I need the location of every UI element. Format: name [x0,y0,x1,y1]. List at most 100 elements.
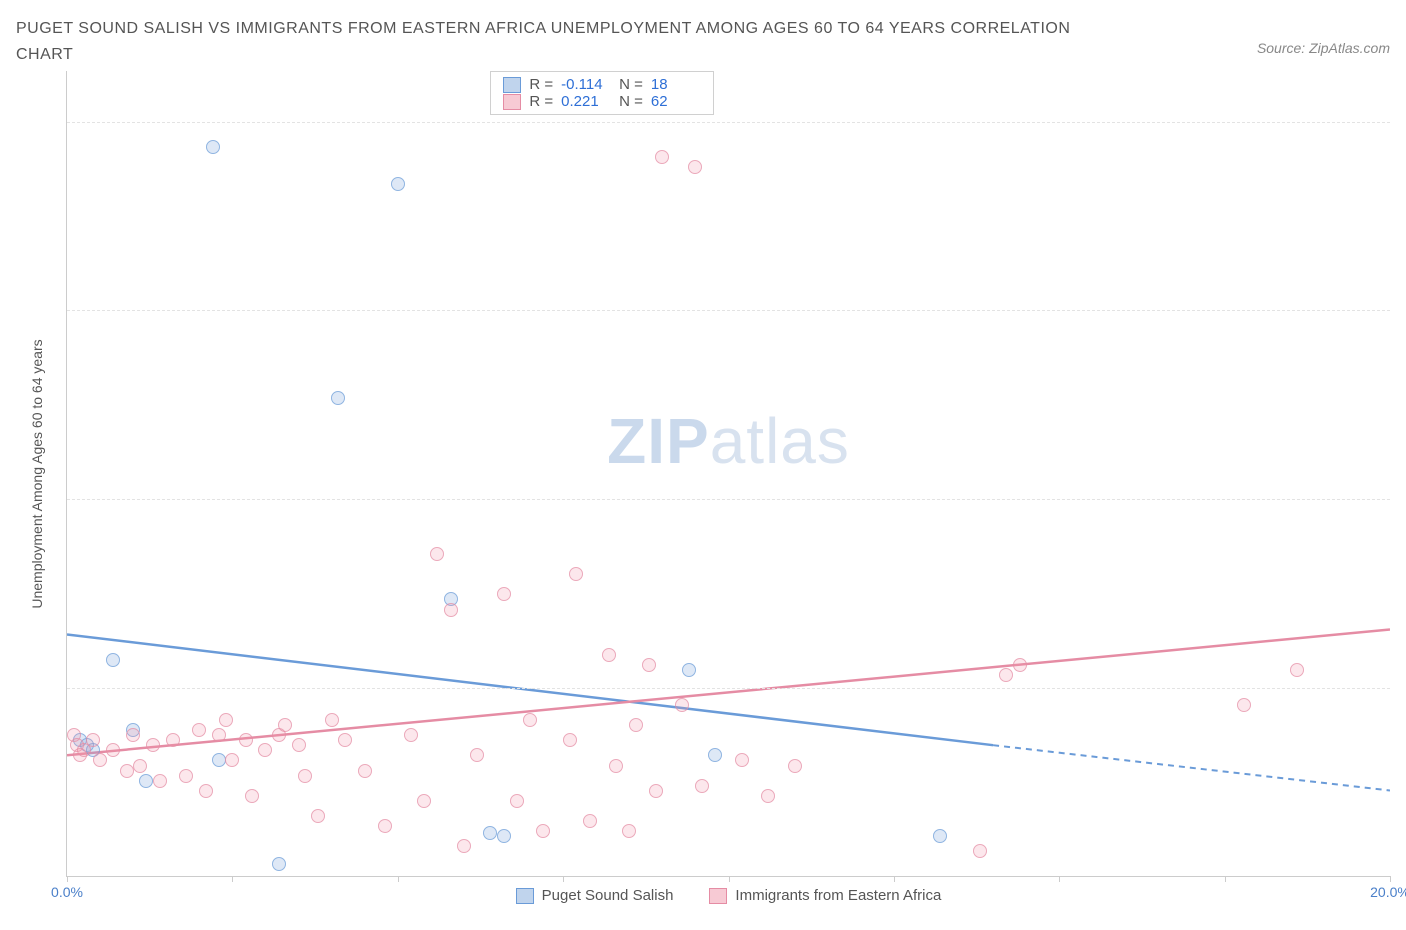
data-point [973,844,987,858]
data-point [404,728,418,742]
data-point [609,759,623,773]
data-point [206,140,220,154]
gridline-h [67,122,1390,123]
stat-r-label: R = [529,93,553,110]
x-tick [398,876,399,882]
data-point [106,743,120,757]
x-tick [67,876,68,882]
data-point [1013,658,1027,672]
data-point [933,829,947,843]
stat-n-label: N = [619,93,643,110]
data-point [106,653,120,667]
data-point [735,753,749,767]
stat-n-value: 18 [651,76,701,93]
data-point [292,738,306,752]
x-tick [1390,876,1391,882]
legend-swatch [503,94,521,110]
legend-label: Puget Sound Salish [542,887,674,904]
data-point [682,663,696,677]
data-point [239,733,253,747]
data-point [139,774,153,788]
data-point [569,567,583,581]
x-tick [1059,876,1060,882]
data-point [93,753,107,767]
data-point [675,698,689,712]
data-point [497,587,511,601]
data-point [583,814,597,828]
stat-r-value: -0.114 [561,76,611,93]
data-point [497,829,511,843]
bottom-legend: Puget Sound Salish Immigrants from Easter… [67,887,1390,904]
data-point [358,764,372,778]
source-label: Source: ZipAtlas.com [1257,16,1390,56]
data-point [510,794,524,808]
data-point [470,748,484,762]
data-point [199,784,213,798]
legend-label: Immigrants from Eastern Africa [735,887,941,904]
data-point [417,794,431,808]
gridline-h [67,499,1390,500]
data-point [86,733,100,747]
data-point [622,824,636,838]
legend-item: Immigrants from Eastern Africa [709,887,941,904]
data-point [649,784,663,798]
data-point [483,826,497,840]
legend-swatch [516,888,534,904]
data-point [761,789,775,803]
x-tick [232,876,233,882]
data-point [146,738,160,752]
legend-item: Puget Sound Salish [516,887,674,904]
data-point [788,759,802,773]
x-tick [729,876,730,882]
data-point [212,753,226,767]
stat-r-value: 0.221 [561,93,611,110]
data-point [999,668,1013,682]
data-point [325,713,339,727]
data-point [192,723,206,737]
data-point [655,150,669,164]
data-point [536,824,550,838]
legend-swatch [709,888,727,904]
data-point [695,779,709,793]
data-point [179,769,193,783]
data-point [708,748,722,762]
data-point [120,764,134,778]
data-point [642,658,656,672]
data-point [629,718,643,732]
stats-row: R = -0.114 N = 18 [503,76,701,93]
data-point [444,603,458,617]
data-point [457,839,471,853]
data-point [278,718,292,732]
data-point [272,857,286,871]
data-point [523,713,537,727]
data-point [311,809,325,823]
data-point [212,728,226,742]
data-point [133,759,147,773]
correlation-chart: ZIPatlas Unemployment Among Ages 60 to 6… [16,71,1390,911]
data-point [245,789,259,803]
data-point [258,743,272,757]
y-axis-title: Unemployment Among Ages 60 to 64 years [29,339,45,608]
data-point [153,774,167,788]
gridline-h [67,688,1390,689]
chart-title: PUGET SOUND SALISH VS IMMIGRANTS FROM EA… [16,16,1116,67]
data-point [166,733,180,747]
stat-r-label: R = [529,76,553,93]
legend-swatch [503,77,521,93]
stat-n-label: N = [619,76,643,93]
data-point [225,753,239,767]
x-tick [894,876,895,882]
watermark: ZIPatlas [607,404,850,478]
data-point [378,819,392,833]
stats-row: R =0.221N =62 [503,93,701,110]
stats-box: R =-0.114N =18R =0.221N =62 [490,71,714,115]
data-point [331,391,345,405]
x-tick [1225,876,1226,882]
gridline-h [67,310,1390,311]
data-point [602,648,616,662]
data-point [1290,663,1304,677]
x-tick-label: 0.0% [51,884,83,900]
data-point [1237,698,1251,712]
plot-area: ZIPatlas Unemployment Among Ages 60 to 6… [66,71,1390,877]
data-point [219,713,233,727]
